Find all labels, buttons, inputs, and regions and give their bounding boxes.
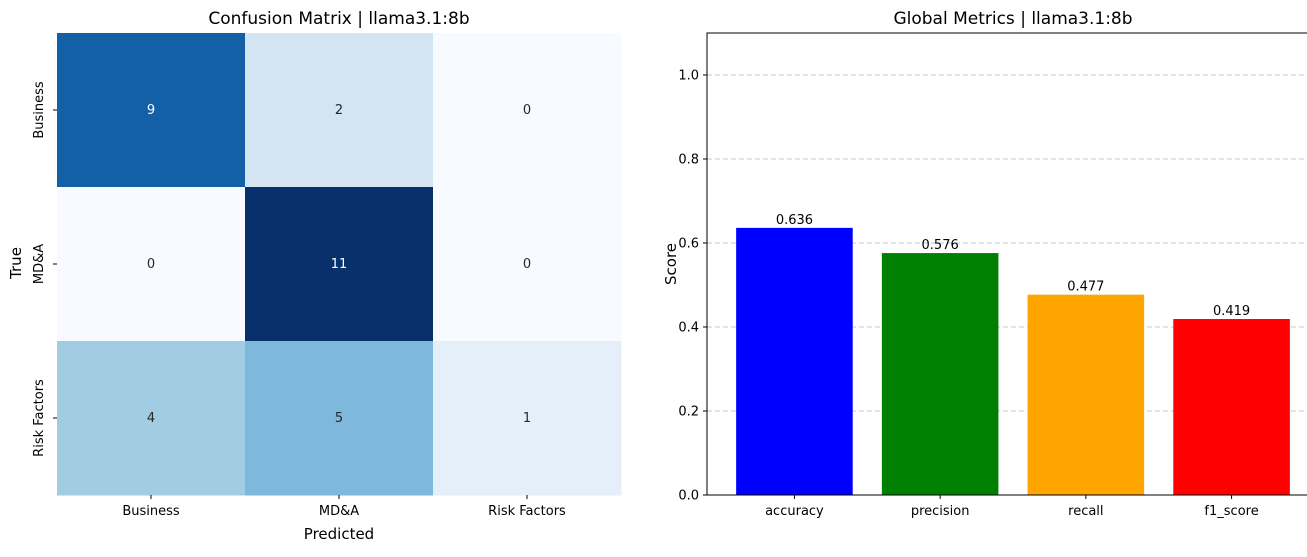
heatmap-cell-value: 2 — [335, 103, 343, 118]
bar-precision — [881, 253, 999, 495]
heatmap-cell — [433, 341, 622, 496]
heatmap-cell — [57, 33, 246, 188]
bar-plot-frame — [706, 32, 1307, 496]
bar-y-ticks: 0.0 0.2 0.4 0.6 0.8 1.0 — [678, 69, 707, 504]
bar-recall — [1027, 294, 1145, 495]
bar-y-tick-label: 0.0 — [678, 489, 699, 504]
confusion-matrix-panel: Confusion Matrix | llama3.1:8b 9 2 0 0 11 0 4 5… — [7, 9, 622, 543]
heatmap-cell-value: 0 — [523, 103, 531, 118]
global-metrics-panel: Global Metrics | llama3.1:8b 0.6360.5760… — [662, 9, 1307, 519]
bar-y-tick-label: 0.4 — [678, 321, 699, 336]
bar-x-tick-label: recall — [1068, 504, 1103, 519]
heatmap-y-axis-label: True — [7, 247, 25, 280]
heatmap-cells: 9 2 0 0 11 0 4 5 1 — [57, 33, 622, 496]
bar-gridlines — [707, 74, 1307, 412]
heatmap-cell — [57, 341, 246, 496]
bars — [736, 227, 1290, 495]
heatmap-x-tick-label: Risk Factors — [488, 504, 566, 519]
heatmap-y-tick-label: Business — [32, 81, 47, 139]
heatmap-x-ticks: Business MD&A Risk Factors — [122, 495, 566, 519]
bar-value-label: 0.419 — [1213, 304, 1250, 319]
bar-x-tick-label: f1_score — [1204, 504, 1258, 519]
heatmap-cell-value: 4 — [147, 411, 155, 426]
bar-x-tick-label: precision — [911, 504, 970, 519]
bar-accuracy — [736, 227, 853, 495]
heatmap-cell-value: 11 — [331, 257, 348, 272]
heatmap-cell-value: 0 — [147, 257, 155, 272]
bar-value-label: 0.477 — [1067, 280, 1104, 295]
heatmap-cell — [57, 187, 246, 342]
bar-y-tick-label: 1.0 — [678, 69, 699, 84]
heatmap-cell — [433, 187, 622, 342]
heatmap-cell — [245, 341, 434, 496]
heatmap-y-tick-label: MD&A — [32, 244, 47, 284]
bar-y-tick-label: 0.6 — [678, 237, 699, 252]
bar-x-ticks: accuracy precision recall f1_score — [765, 495, 1259, 519]
bar-y-tick-label: 0.2 — [678, 405, 699, 420]
heatmap-y-tick-label: Risk Factors — [32, 379, 47, 457]
heatmap-x-axis-label: Predicted — [304, 525, 374, 543]
heatmap-cell-value: 9 — [147, 103, 155, 118]
heatmap-x-tick-label: Business — [122, 504, 180, 519]
heatmap-x-tick-label: MD&A — [319, 504, 359, 519]
global-metrics-title: Global Metrics | llama3.1:8b — [893, 9, 1132, 29]
bar-y-axis-label: Score — [662, 243, 680, 285]
heatmap-y-ticks: Business MD&A Risk Factors — [32, 81, 57, 457]
heatmap-cell — [245, 33, 434, 188]
bar-f1_score — [1173, 319, 1290, 495]
heatmap-cell — [433, 33, 622, 188]
heatmap-cell — [245, 187, 434, 342]
heatmap-cell-value: 0 — [523, 257, 531, 272]
confusion-matrix-title: Confusion Matrix | llama3.1:8b — [208, 9, 469, 29]
bar-y-tick-label: 0.8 — [678, 153, 699, 168]
bar-value-label: 0.636 — [776, 213, 813, 228]
bar-x-tick-label: accuracy — [765, 504, 824, 519]
heatmap-cell-value: 1 — [523, 411, 531, 426]
bar-value-labels: 0.636 0.576 0.477 0.419 — [776, 213, 1250, 319]
heatmap-cell-value: 5 — [335, 411, 343, 426]
bar-value-label: 0.576 — [922, 238, 959, 253]
